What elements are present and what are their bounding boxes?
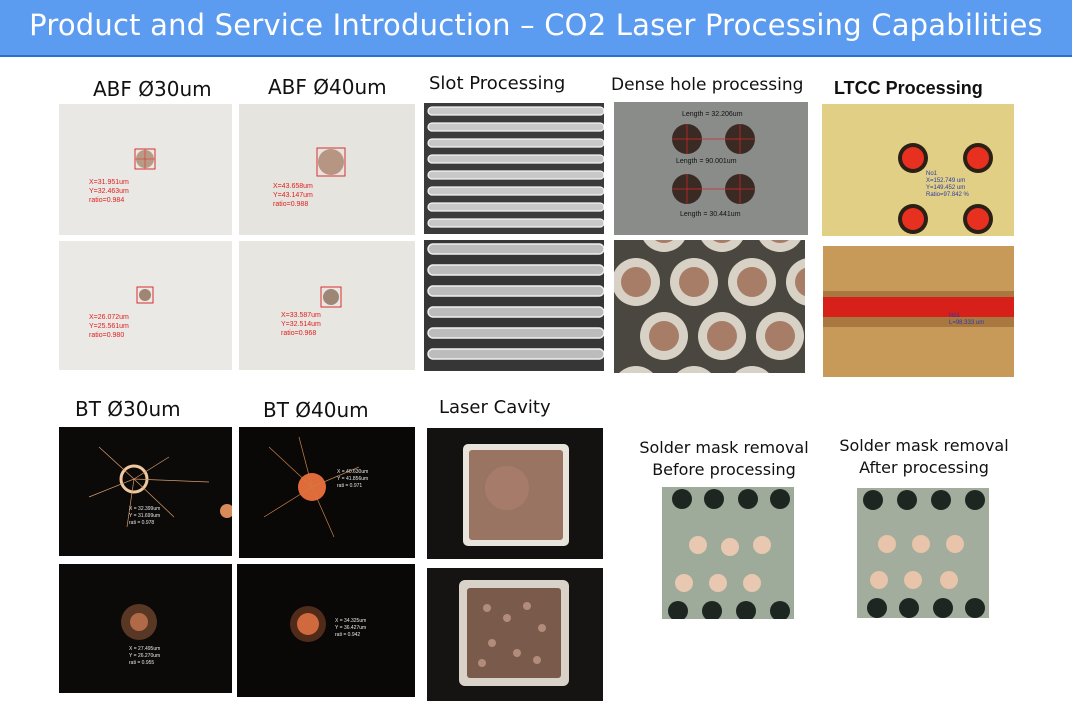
- bt30-bottom-micrograph: X = 27.495um Y = 26.270um rati = 0.955: [59, 564, 232, 693]
- label-bt-30: BT Ø30um: [75, 397, 181, 421]
- label-solder-before-line2: Before processing: [652, 460, 796, 479]
- bt30-top-ratio: rati = 0.978: [129, 520, 155, 526]
- ltcc-bottom-micrograph: No1 L=98.333 um: [823, 246, 1014, 377]
- label-solder-before: Solder mask removal Before processing: [626, 437, 822, 481]
- abf40-bottom-micrograph: X=33.587um Y=32.514um ratio=0.968: [239, 241, 415, 370]
- bt40-bottom-x: X = 34.325um: [335, 618, 367, 624]
- label-solder-after-line2: After processing: [859, 458, 989, 477]
- abf30-top-x: X=31.951um: [89, 179, 129, 186]
- bt40-top-x: X = 40.630um: [337, 469, 369, 475]
- slot-bottom-micrograph: [424, 240, 604, 371]
- ltcc-length: L=98.333 um: [949, 320, 985, 326]
- abf30-bottom-x: X=26.072um: [89, 314, 129, 321]
- dense-length-1: Length = 32.206um: [682, 111, 743, 118]
- bt30-bottom-y: Y = 26.270um: [129, 653, 161, 659]
- abf40-top-micrograph: X=43.658um Y=43.147um ratio=0.988: [239, 104, 415, 235]
- dense-bottom-micrograph: [614, 240, 805, 373]
- slot-top-micrograph: [424, 103, 604, 234]
- ltcc-top-micrograph: No1 X=152.749 um Y=149.452 um Ratio=97.8…: [822, 104, 1014, 236]
- bt40-bottom-micrograph: X = 34.325um Y = 36.427um rati = 0.942: [237, 564, 415, 697]
- ltcc-ratio: Ratio=97.842 %: [926, 192, 969, 198]
- label-abf-40: ABF Ø40um: [268, 75, 387, 99]
- dense-top-micrograph: Length = 32.206um Length = 90.001um Leng…: [614, 102, 808, 235]
- label-dense-hole: Dense hole processing: [611, 75, 804, 95]
- label-solder-after: Solder mask removal After processing: [826, 435, 1022, 479]
- abf30-bottom-micrograph: X=26.072um Y=25.561um ratio=0.980: [59, 241, 232, 370]
- bt30-top-y: Y = 31.699um: [129, 513, 161, 519]
- label-ltcc: LTCC Processing: [834, 78, 983, 98]
- solder-before-micrograph: [662, 487, 794, 619]
- abf40-bottom-y: Y=32.514um: [281, 321, 321, 328]
- abf30-top-ratio: ratio=0.984: [89, 197, 125, 204]
- abf30-bottom-y: Y=25.561um: [89, 323, 129, 330]
- label-solder-after-line1: Solder mask removal: [839, 436, 1009, 455]
- ltcc-no1: No1: [926, 171, 938, 177]
- label-bt-40: BT Ø40um: [263, 398, 369, 422]
- abf30-bottom-ratio: ratio=0.980: [89, 332, 125, 339]
- abf40-bottom-ratio: ratio=0.968: [281, 330, 317, 337]
- label-abf-30: ABF Ø30um: [93, 77, 212, 101]
- ltcc-no1-b: No1: [949, 313, 961, 319]
- cavity-bottom-micrograph: [427, 568, 603, 701]
- abf40-top-y: Y=43.147um: [273, 192, 313, 199]
- bt30-bottom-x: X = 27.495um: [129, 646, 161, 652]
- cavity-top-micrograph: [427, 428, 603, 559]
- bt40-top-micrograph: X = 40.630um Y = 41.856um rati = 0.971: [239, 427, 415, 558]
- dense-length-2: Length = 90.001um: [676, 158, 737, 165]
- solder-after-micrograph: [857, 488, 989, 618]
- bt30-top-x: X = 32.399um: [129, 506, 161, 512]
- abf30-top-micrograph: X=31.951um Y=32.463um ratio=0.984: [59, 104, 232, 235]
- dense-length-3: Length = 30.441um: [680, 211, 741, 218]
- abf40-bottom-x: X=33.587um: [281, 312, 321, 319]
- abf40-top-x: X=43.658um: [273, 183, 313, 190]
- title-bar: Product and Service Introduction – CO2 L…: [0, 0, 1072, 57]
- bt40-bottom-ratio: rati = 0.942: [335, 632, 361, 638]
- ltcc-y: Y=149.452 um: [926, 185, 966, 191]
- abf30-top-y: Y=32.463um: [89, 188, 129, 195]
- label-solder-before-line1: Solder mask removal: [639, 438, 809, 457]
- abf40-top-ratio: ratio=0.988: [273, 201, 309, 208]
- label-slot-processing: Slot Processing: [429, 73, 566, 94]
- page-title: Product and Service Introduction – CO2 L…: [29, 8, 1043, 42]
- bt40-top-ratio: rati = 0.971: [337, 483, 363, 489]
- label-laser-cavity: Laser Cavity: [439, 397, 551, 418]
- bt30-top-micrograph: X = 32.399um Y = 31.699um rati = 0.978: [59, 427, 232, 556]
- bt30-bottom-ratio: rati = 0.955: [129, 660, 155, 666]
- bt40-bottom-y: Y = 36.427um: [335, 625, 367, 631]
- ltcc-x: X=152.749 um: [926, 178, 966, 184]
- bt40-top-y: Y = 41.856um: [337, 476, 369, 482]
